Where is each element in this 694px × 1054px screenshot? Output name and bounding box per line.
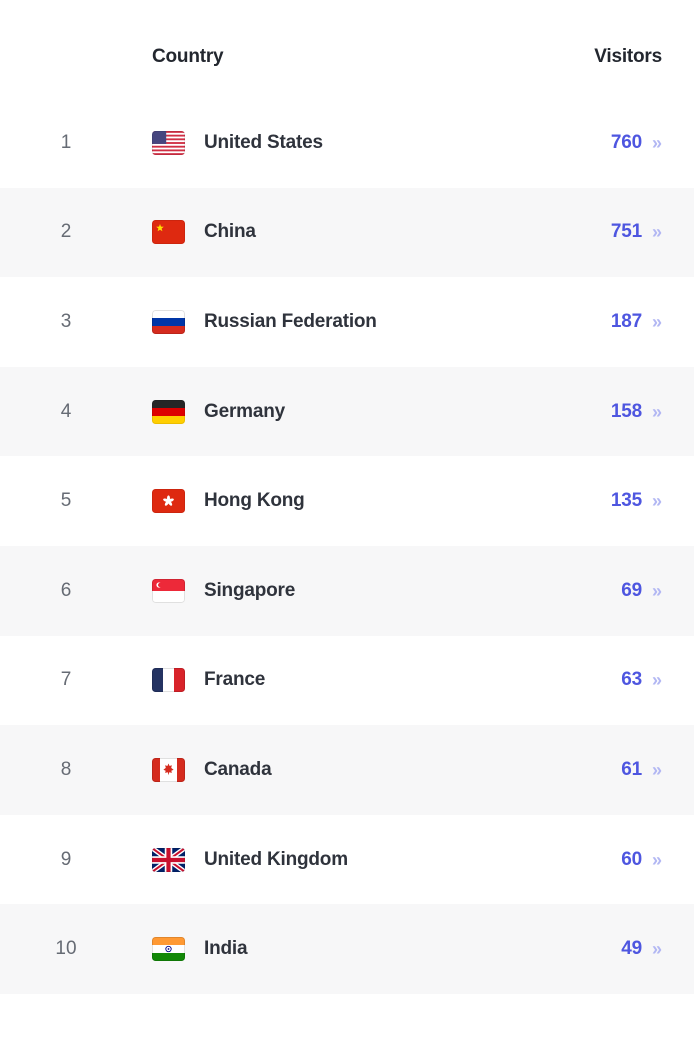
country-name: France bbox=[204, 669, 266, 691]
flag-canada-icon bbox=[152, 757, 185, 782]
visitors-link[interactable]: 61 » bbox=[621, 759, 662, 781]
flag-china-icon bbox=[152, 220, 185, 245]
flag-united-kingdom-icon bbox=[152, 847, 185, 872]
country-name: Germany bbox=[204, 400, 285, 422]
visitors-link[interactable]: 69 » bbox=[621, 580, 662, 602]
flag-russian-federation-icon bbox=[152, 309, 185, 334]
visitors-link[interactable]: 63 » bbox=[621, 669, 662, 691]
table-row: 2 China 751 » bbox=[0, 187, 694, 278]
rank-cell: 8 bbox=[60, 758, 72, 780]
flag-germany-icon bbox=[152, 399, 185, 424]
rank-cell: 5 bbox=[60, 490, 72, 512]
country-name: India bbox=[204, 938, 248, 960]
table-row: 1 United States 760 » bbox=[0, 98, 694, 188]
country-name: United States bbox=[204, 131, 323, 153]
rank-cell: 3 bbox=[60, 310, 72, 332]
table-header-row: Country Visitors bbox=[0, 0, 694, 98]
chevrons-right-icon: » bbox=[651, 311, 662, 332]
chevrons-right-icon: » bbox=[651, 491, 662, 512]
rank-cell: 6 bbox=[60, 579, 72, 601]
flag-hong-kong-icon bbox=[152, 489, 185, 514]
table-row: 5 Hong Kong 135 » bbox=[0, 456, 694, 546]
visitors-link[interactable]: 49 » bbox=[621, 938, 662, 960]
rank-cell: 4 bbox=[60, 400, 72, 422]
chevrons-right-icon: » bbox=[651, 401, 662, 422]
visitors-column-header: Visitors bbox=[594, 46, 662, 67]
flag-united-states-icon bbox=[152, 130, 185, 155]
rank-cell: 10 bbox=[55, 938, 77, 960]
flag-france-icon bbox=[152, 668, 185, 693]
rank-cell: 1 bbox=[60, 131, 72, 153]
visitors-link[interactable]: 60 » bbox=[621, 849, 662, 871]
visitors-link[interactable]: 135 » bbox=[611, 490, 662, 512]
table-row: 6 Singapore 69 » bbox=[0, 545, 694, 636]
visitors-count: 135 bbox=[610, 490, 642, 512]
table-row: 8 Canada 61 » bbox=[0, 725, 694, 815]
visitors-link[interactable]: 187 » bbox=[611, 311, 662, 333]
visitors-link[interactable]: 158 » bbox=[611, 401, 662, 423]
chevrons-right-icon: » bbox=[651, 132, 662, 153]
country-name: Russian Federation bbox=[204, 310, 377, 332]
rank-cell: 9 bbox=[60, 848, 72, 870]
rank-cell: 7 bbox=[60, 669, 72, 691]
visitors-count: 69 bbox=[621, 579, 642, 601]
visitors-count: 63 bbox=[621, 669, 642, 691]
visitors-link[interactable]: 760 » bbox=[611, 132, 662, 154]
chevrons-right-icon: » bbox=[651, 759, 662, 780]
country-name: United Kingdom bbox=[204, 848, 348, 870]
chevrons-right-icon: » bbox=[651, 939, 662, 960]
table-row: 9 United Kingdom 60 » bbox=[0, 814, 694, 905]
country-name: Canada bbox=[204, 758, 272, 780]
visitors-count: 158 bbox=[610, 400, 642, 422]
visitors-count: 187 bbox=[610, 310, 642, 332]
chevrons-right-icon: » bbox=[651, 849, 662, 870]
flag-india-icon bbox=[152, 937, 185, 962]
visitors-count: 61 bbox=[621, 758, 642, 780]
visitors-count: 60 bbox=[621, 848, 642, 870]
visitors-count: 760 bbox=[610, 131, 642, 153]
chevrons-right-icon: » bbox=[651, 670, 662, 691]
table-row: 4 Germany 158 » bbox=[0, 366, 694, 457]
country-column-header: Country bbox=[152, 46, 224, 67]
visitors-count: 751 bbox=[610, 221, 642, 243]
flag-singapore-icon bbox=[152, 578, 185, 603]
visitors-count: 49 bbox=[621, 938, 642, 960]
chevrons-right-icon: » bbox=[651, 580, 662, 601]
rank-cell: 2 bbox=[60, 221, 72, 243]
table-row: 7 France 63 » bbox=[0, 635, 694, 726]
country-name: China bbox=[204, 221, 256, 243]
table-row: 3 Russian Federation 187 » bbox=[0, 277, 694, 367]
chevrons-right-icon: » bbox=[651, 222, 662, 243]
country-name: Hong Kong bbox=[204, 490, 305, 512]
table-row: 10 India 49 » bbox=[0, 904, 694, 994]
country-name: Singapore bbox=[204, 579, 296, 601]
visitors-link[interactable]: 751 » bbox=[611, 221, 662, 243]
